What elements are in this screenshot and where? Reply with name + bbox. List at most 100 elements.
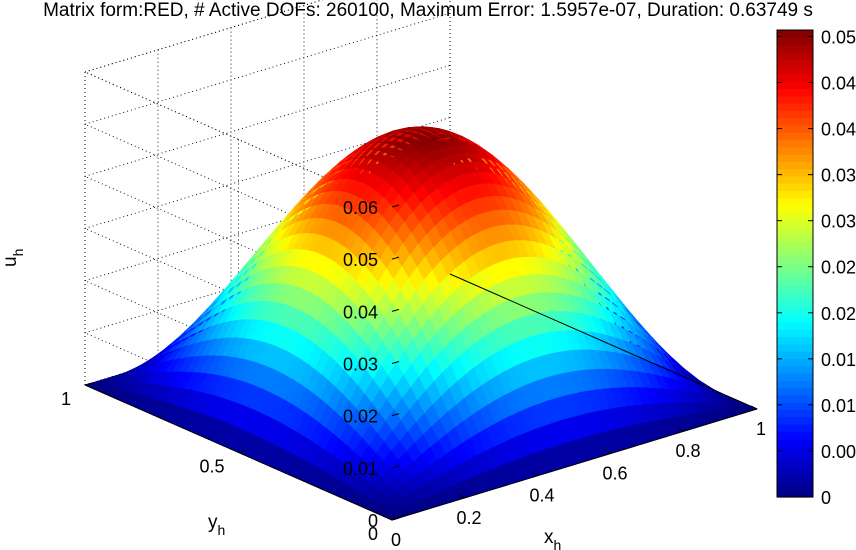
colorbar-step: [777, 212, 813, 221]
colorbar-step: [777, 424, 813, 432]
colorbar-step: [777, 380, 813, 389]
colorbar-tick-label: 0.015: [821, 350, 856, 370]
colorbar-step: [777, 358, 813, 367]
colorbar-step: [777, 460, 813, 469]
colorbar-step: [777, 88, 813, 97]
colorbar-step: [777, 241, 813, 250]
colorbar-step: [777, 219, 813, 228]
colorbar-step: [777, 66, 813, 75]
z-tick-label: 0.03: [343, 355, 378, 375]
colorbar-tick-label: 0.045: [821, 74, 856, 94]
colorbar-step: [777, 95, 813, 104]
colorbar-step: [777, 394, 813, 403]
x-tick-label: 0.2: [456, 508, 481, 528]
x-axis-label: xh: [544, 527, 561, 550]
colorbar-step: [777, 81, 813, 89]
colorbar-step: [777, 227, 813, 235]
colorbar-step: [777, 37, 813, 46]
colorbar-step: [777, 59, 813, 68]
colorbar-step: [777, 409, 813, 418]
z-tick-label: 0.01: [343, 459, 378, 479]
colorbar-step: [777, 321, 813, 330]
svg-text:uh: uh: [0, 249, 26, 267]
colorbar-step: [777, 234, 813, 243]
axis-labels: 0 0.01 0.02 0.03 0.04 0.05 0.06 0 0.2 0.4 0.6 0.8 1 0…: [0, 198, 766, 550]
colorbar-step: [777, 445, 813, 454]
colorbar-step: [777, 168, 813, 177]
colorbar-tick-label: 0.05: [821, 27, 856, 47]
colorbar-frame: [776, 29, 814, 498]
colorbar-step: [777, 351, 813, 359]
colorbar-step: [777, 270, 813, 279]
colorbar-tick-label: 0: [821, 488, 831, 508]
surface-plot: [84, 126, 758, 521]
svg-text:yh: yh: [208, 512, 225, 538]
y-axis-label: yh: [208, 512, 225, 538]
colorbar-step: [777, 372, 813, 381]
colorbar-step: [777, 102, 813, 111]
svg-text:xh: xh: [544, 527, 561, 550]
colorbar-step: [777, 248, 813, 257]
axes-frame: [84, 204, 758, 521]
z-tick-label: 0.02: [343, 407, 378, 427]
colorbar-step: [777, 307, 813, 316]
colorbar-step: [777, 431, 813, 440]
colorbar-step: [777, 146, 813, 155]
x-tick-label: 1: [756, 419, 766, 439]
colorbar-step: [777, 263, 813, 272]
colorbar-step: [777, 489, 813, 498]
y-tick-label: 0.5: [199, 457, 224, 477]
z-tick-label: 0.05: [343, 250, 378, 270]
x-tick-label: 0.4: [529, 486, 554, 506]
z-tick-label: 0: [368, 511, 378, 531]
z-axis-label: uh: [0, 249, 26, 267]
colorbar: 0 0.005 0.01 0.015 0.02 0.025 0.03 0.035 0.04 0.0…: [776, 27, 856, 508]
colorbar-step: [777, 44, 813, 53]
colorbar-step: [777, 416, 813, 425]
colorbar-step: [777, 30, 813, 38]
y-tick-label: 1: [61, 389, 71, 409]
colorbar-step: [777, 51, 813, 60]
colorbar-step: [777, 343, 813, 352]
colorbar-step: [777, 256, 813, 265]
colorbar-tick-label: 0.02: [821, 304, 856, 324]
colorbar-step: [777, 139, 813, 148]
colorbar-step: [777, 117, 813, 126]
colorbar-tick-label: 0.01: [821, 396, 856, 416]
colorbar-step: [777, 205, 813, 214]
colorbar-step: [777, 278, 813, 286]
colorbar-step: [777, 453, 813, 462]
colorbar-step: [777, 190, 813, 199]
colorbar-step: [777, 161, 813, 170]
colorbar-step: [777, 124, 813, 133]
colorbar-step: [777, 132, 813, 141]
colorbar-step: [777, 299, 813, 308]
colorbar-tick-label: 0.04: [821, 120, 856, 140]
colorbar-step: [777, 329, 813, 338]
colorbar-step: [777, 365, 813, 374]
x-tick-label: 0.6: [602, 463, 627, 483]
colorbar-step: [777, 387, 813, 396]
x-tick-label: 0: [391, 530, 401, 550]
colorbar-tick-label: 0.035: [821, 166, 856, 186]
colorbar-step: [777, 336, 813, 345]
y-tick-label: 0: [368, 524, 378, 544]
colorbar-step: [777, 482, 813, 491]
colorbar-tick-label: 0.005: [821, 442, 856, 462]
colorbar-tick-label: 0.025: [821, 258, 856, 278]
colorbar-step: [777, 175, 813, 184]
colorbar-step: [777, 314, 813, 323]
colorbar-step: [777, 110, 813, 119]
colorbar-step: [777, 285, 813, 294]
colorbar-tick-label: 0.03: [821, 212, 856, 232]
colorbar-step: [777, 292, 813, 301]
colorbar-step: [777, 438, 813, 447]
chart-title: Matrix form:RED, # Active DOFs: 260100, …: [43, 0, 813, 21]
colorbar-step: [777, 197, 813, 206]
colorbar-step: [777, 402, 813, 411]
z-tick-label: 0.06: [343, 198, 378, 218]
colorbar-step: [777, 154, 813, 162]
x-tick-label: 0.8: [675, 441, 700, 461]
colorbar-step: [777, 183, 813, 192]
